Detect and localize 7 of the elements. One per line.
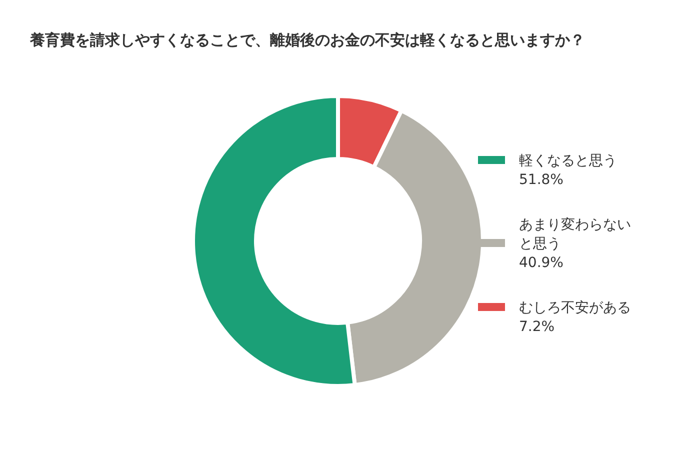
data-label: 51.8% [519, 172, 564, 188]
legend-label: 軽くなると思う [519, 153, 617, 169]
data-label: 7.2% [519, 319, 555, 335]
chart-title: 養育費を請求しやすくなることで、離婚後のお金の不安は軽くなると思いますか？ [29, 31, 585, 49]
legend-label: あまり変わらないと思う [519, 217, 631, 252]
legend-label: むしろ不安がある [519, 300, 631, 316]
data-label: 40.9% [519, 255, 564, 271]
